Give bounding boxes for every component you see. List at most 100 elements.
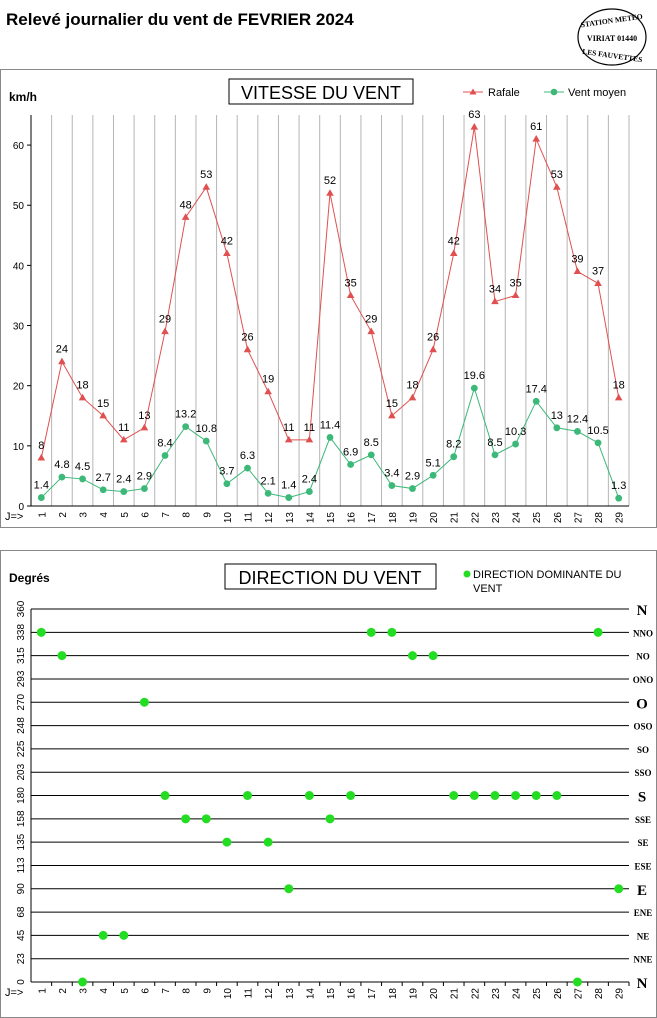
x-tick-label: 25 (532, 988, 543, 1000)
mean-data-label: 1.3 (611, 480, 626, 492)
x-tick-label: 17 (367, 512, 378, 524)
x-tick-label: 21 (450, 988, 461, 1000)
mean-data-label: 8.2 (446, 439, 461, 451)
chart-title-box (224, 563, 437, 590)
mean-data-label: 10.5 (587, 425, 608, 437)
y-tick-label: 248 (16, 717, 27, 734)
mean-data-label: 3.4 (384, 468, 399, 480)
x-tick-label: 9 (202, 988, 213, 994)
stamp-line1: STATION METEO (580, 12, 643, 30)
direction-point (263, 837, 273, 847)
y-tick-label: 360 (16, 600, 27, 617)
direction-point (407, 651, 417, 661)
direction-point (222, 837, 232, 847)
wind-direction-chart: 0 N 23 NNE 45 NE 68 ENE 90 E 113 ESE 135 SE 158 SSE 180 S… (0, 550, 657, 1018)
y-tick-label: 338 (16, 624, 27, 641)
compass-label: E (637, 883, 647, 899)
x-tick-label: 9 (202, 512, 213, 518)
mean-point (120, 488, 128, 495)
x-tick-label: 20 (429, 512, 440, 524)
x-tick-label: 16 (347, 512, 358, 524)
gust-point (305, 435, 314, 443)
mean-point (450, 453, 458, 461)
legend-mean-label: Vent moyen (568, 87, 626, 99)
x-tick-label: 23 (491, 512, 502, 524)
y-tick-label: 0 (18, 502, 24, 513)
x-tick-label: 6 (140, 988, 151, 994)
x-tick-label: 8 (182, 988, 193, 994)
x-tick-label: 12 (264, 988, 275, 1000)
x-tick-label: 19 (408, 512, 419, 524)
x-tick-label: 24 (512, 512, 523, 524)
gust-point (614, 393, 623, 401)
mean-data-label: 19.6 (464, 370, 485, 382)
x-tick-label: 15 (326, 512, 337, 524)
gust-point (346, 291, 355, 299)
direction-point (304, 791, 314, 800)
y-tick-label: 180 (16, 787, 27, 804)
gust-point (388, 411, 396, 419)
gust-data-label: 42 (221, 235, 233, 247)
y-tick-label: 60 (13, 141, 25, 152)
y-tick-label: 315 (16, 647, 27, 664)
direction-point (57, 651, 67, 661)
direction-point (78, 977, 88, 987)
x-tick-label: 10 (223, 988, 234, 1000)
mean-point (161, 452, 169, 459)
mean-data-label: 2.9 (137, 471, 152, 483)
gust-point (223, 249, 231, 256)
gust-data-label: 61 (530, 121, 542, 133)
x-tick-label: 28 (594, 988, 605, 1000)
direction-point (181, 814, 191, 824)
gust-data-label: 18 (406, 380, 418, 392)
mean-point (141, 485, 148, 492)
mean-point (223, 480, 231, 488)
mean-data-label: 11.4 (320, 419, 341, 431)
y-tick-label: 45 (16, 929, 27, 941)
x-tick-label: 13 (285, 512, 296, 524)
x-tick-label: 2 (58, 988, 69, 994)
x-tick-label: 14 (305, 512, 316, 524)
y-tick-label: 293 (16, 670, 27, 687)
chart-title: VITESSE DU VENT (241, 83, 401, 103)
x-tick-label: 17 (367, 988, 378, 1000)
mean-data-label: 4.5 (75, 461, 90, 473)
compass-label: ENE (634, 908, 653, 918)
y-tick-label: 23 (16, 953, 27, 965)
x-tick-label: 4 (99, 512, 110, 518)
gust-data-label: 39 (571, 253, 583, 265)
gust-point (470, 123, 479, 130)
legend-gust-marker (469, 88, 477, 95)
mean-point (532, 397, 540, 405)
gust-data-label: 11 (304, 422, 315, 434)
gust-point (326, 189, 334, 196)
mean-data-label: 1.4 (34, 480, 49, 492)
gust-data-label: 26 (241, 332, 253, 344)
gust-point (202, 183, 211, 190)
legend-dir-marker (463, 570, 471, 578)
x-tick-label: 27 (573, 988, 584, 1000)
gust-data-label: 35 (344, 277, 356, 289)
gust-point (429, 345, 437, 353)
gust-data-label: 63 (468, 109, 480, 121)
direction-point (366, 627, 376, 637)
gust-data-label: 37 (592, 265, 604, 277)
y-tick-label: 203 (16, 763, 27, 780)
compass-label: O (636, 696, 648, 712)
gust-data-label: 8 (38, 440, 44, 452)
gust-point (491, 297, 499, 305)
x-tick-label: 12 (264, 512, 275, 524)
mean-point (264, 489, 272, 497)
x-tick-label: 29 (615, 988, 626, 1000)
gust-point (99, 411, 107, 419)
gust-data-label: 15 (386, 398, 398, 410)
x-tick-label: 18 (388, 988, 399, 1000)
y-tick-label: 30 (13, 322, 25, 333)
x-tick-label: 2 (58, 512, 69, 518)
mean-data-label: 12.4 (567, 413, 588, 425)
mean-data-label: 3.7 (219, 466, 234, 478)
mean-data-label: 10.3 (505, 426, 526, 438)
mean-data-label: 8.5 (364, 437, 379, 449)
gust-data-label: 18 (613, 380, 625, 392)
gust-point (181, 213, 190, 220)
